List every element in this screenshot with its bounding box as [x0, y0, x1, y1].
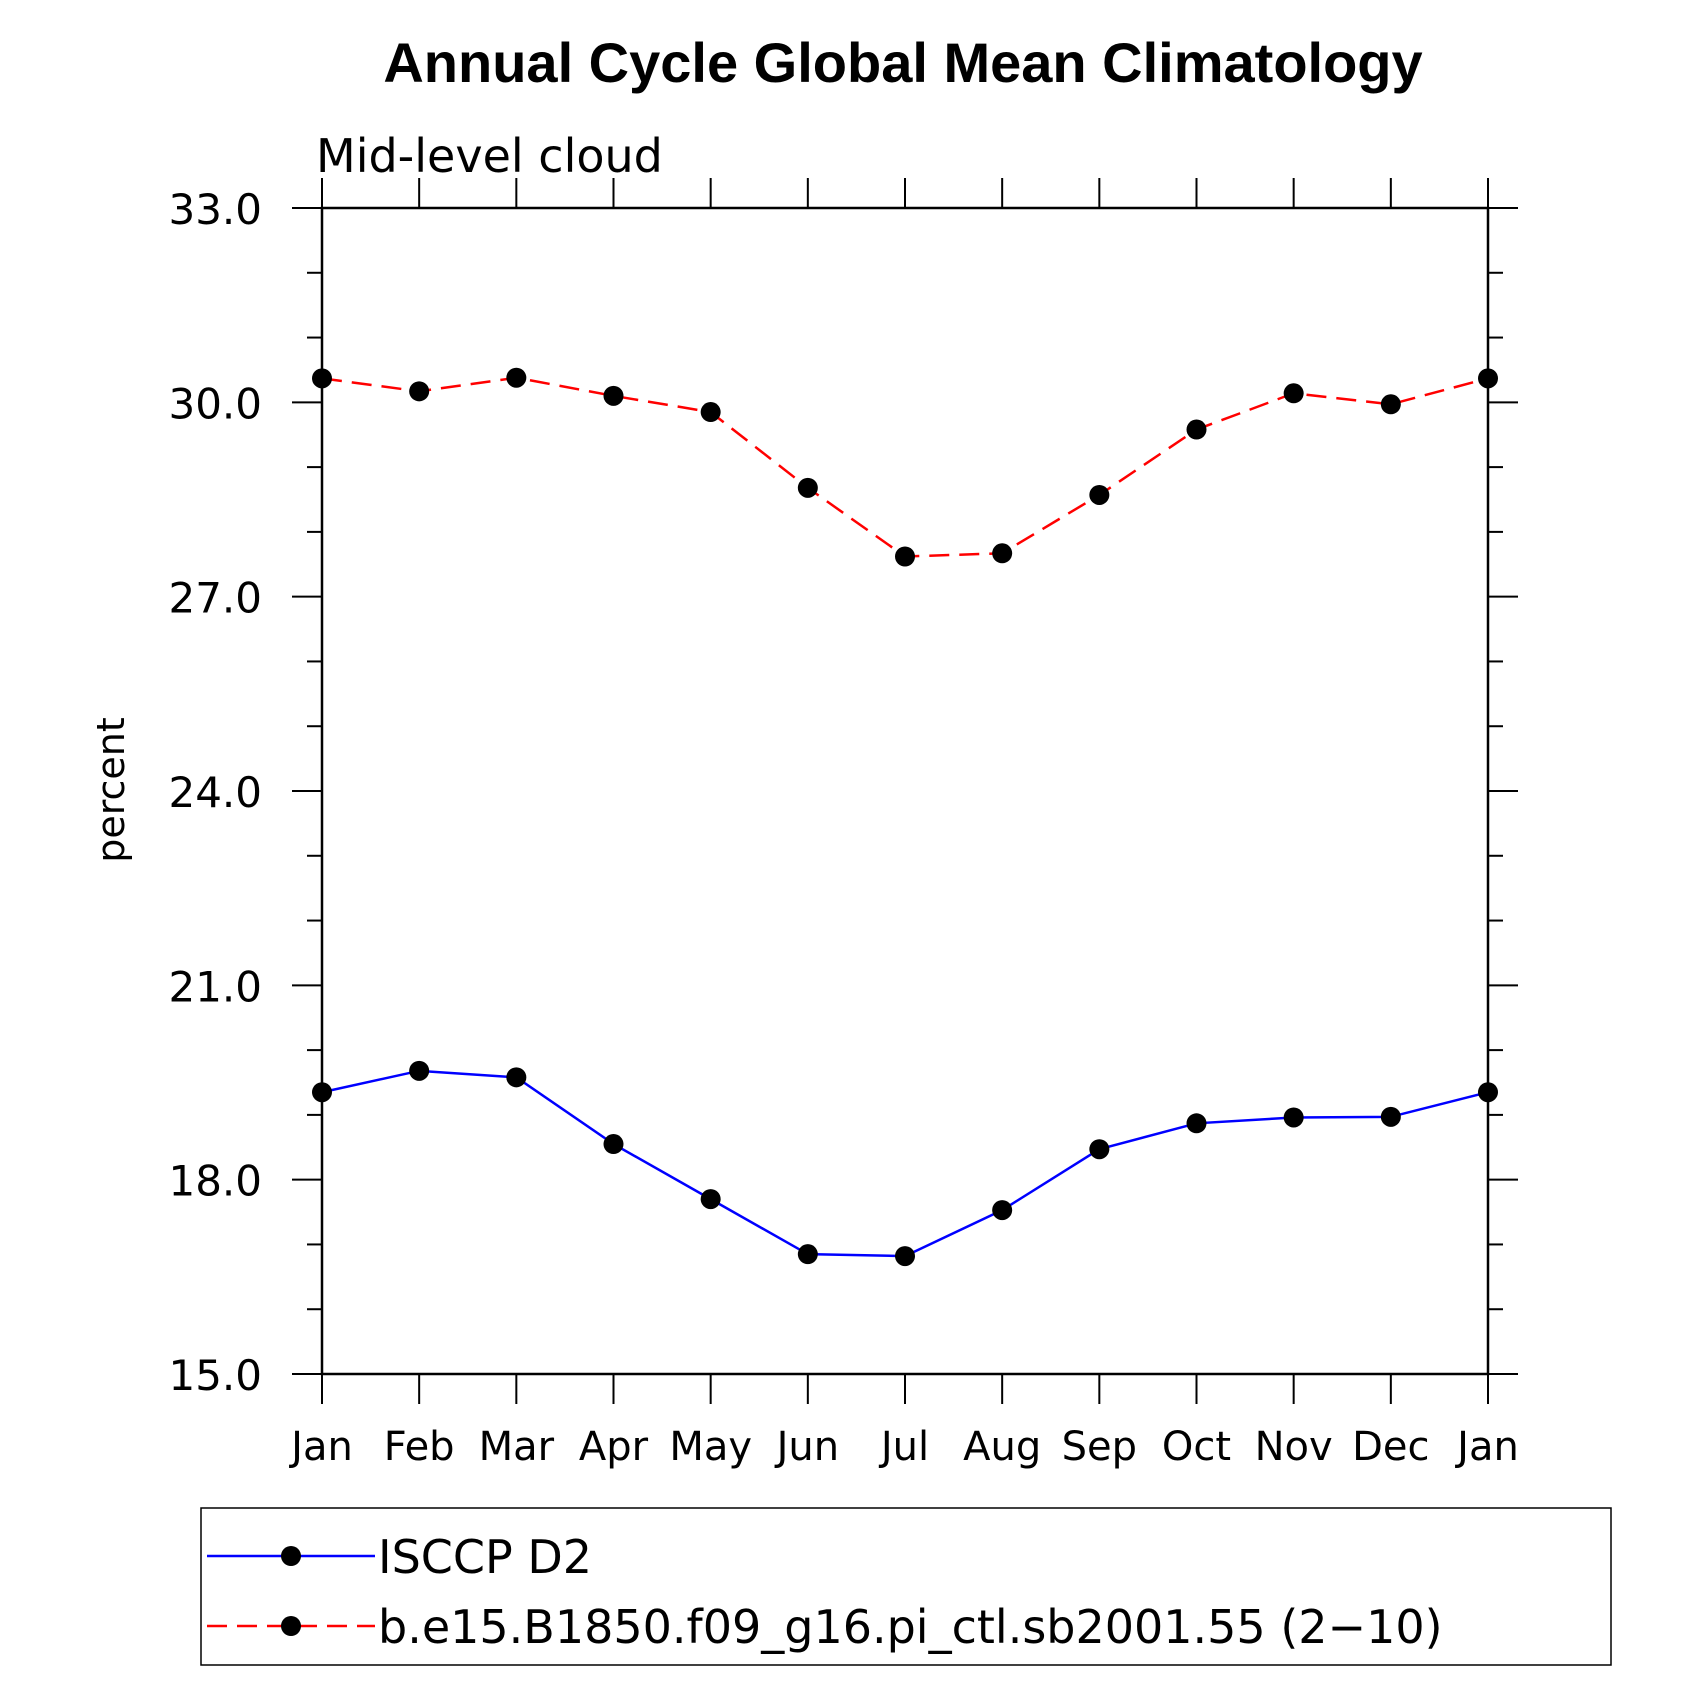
x-tick-label: Apr — [579, 1424, 649, 1470]
y-tick-label: 33.0 — [168, 185, 262, 234]
data-point — [409, 1060, 430, 1081]
data-point — [1380, 1106, 1401, 1127]
series-line — [321, 1069, 1489, 1258]
data-point — [312, 368, 332, 389]
series-layer — [312, 367, 1498, 1267]
data-point — [1478, 1082, 1498, 1103]
data-point — [1089, 1139, 1110, 1160]
data-point — [1478, 368, 1498, 389]
legend-label: b.e15.B1850.f09_g16.pi_ctl.sb2001.55 (2−… — [378, 1600, 1443, 1654]
y-tick-label: 30.0 — [168, 379, 262, 428]
x-tick-label: Sep — [1062, 1424, 1137, 1470]
x-tick-label: Aug — [963, 1424, 1041, 1470]
series-1 — [312, 1060, 1498, 1267]
chart-title: Annual Cycle Global Mean Climatology — [383, 31, 1422, 94]
chart-subtitle: Mid-level cloud — [316, 129, 663, 183]
data-point — [797, 1244, 818, 1265]
legend-box — [200, 1507, 1612, 1666]
data-point — [506, 1067, 527, 1088]
y-tick-label: 24.0 — [168, 768, 262, 817]
data-point — [895, 1246, 915, 1267]
data-point — [1089, 484, 1110, 505]
x-tick-label: Jan — [1454, 1424, 1519, 1470]
data-point — [700, 1189, 721, 1210]
y-tick-label: 27.0 — [168, 574, 262, 623]
legend-label: ISCCP D2 — [378, 1530, 592, 1584]
data-point — [312, 1082, 332, 1103]
data-point — [797, 477, 818, 498]
plot-frame — [320, 206, 1490, 1376]
x-tick-label: May — [669, 1424, 752, 1470]
x-tick-label: Jan — [288, 1424, 353, 1470]
legend-marker — [281, 1546, 301, 1566]
y-axis-label: percent — [89, 717, 133, 863]
data-point — [603, 1134, 624, 1155]
data-point — [992, 543, 1013, 564]
data-point — [1380, 394, 1401, 415]
series-line — [321, 376, 1489, 558]
legend-marker — [281, 1616, 301, 1636]
x-tick-label: Oct — [1162, 1424, 1231, 1470]
data-point — [603, 385, 624, 406]
data-point — [700, 402, 721, 423]
data-point — [1283, 383, 1304, 404]
data-point — [409, 381, 430, 402]
legend: ISCCP D2 b.e15.B1850.f09_g16.pi_ctl.sb200… — [200, 1507, 1612, 1666]
data-point — [992, 1200, 1013, 1221]
x-tick-label: Dec — [1352, 1424, 1429, 1470]
data-point — [1186, 1113, 1207, 1134]
x-tick-label: Nov — [1255, 1424, 1333, 1470]
x-tick-label: Mar — [479, 1424, 555, 1470]
x-tick-label: Feb — [384, 1424, 455, 1470]
series-2 — [312, 367, 1498, 567]
data-point — [1283, 1107, 1304, 1128]
y-tick-label: 15.0 — [168, 1351, 262, 1400]
y-tick-label: 18.0 — [168, 1157, 262, 1206]
axes: 15.0 18.0 21.0 24.0 27.0 30.0 33.0 Jan Feb Mar Apr… — [168, 178, 1519, 1470]
data-point — [895, 546, 915, 567]
data-point — [506, 367, 527, 388]
data-point — [1186, 419, 1207, 440]
x-tick-label: Jun — [774, 1424, 840, 1470]
x-tick-label: Jul — [878, 1424, 929, 1470]
y-tick-label: 21.0 — [168, 962, 262, 1011]
